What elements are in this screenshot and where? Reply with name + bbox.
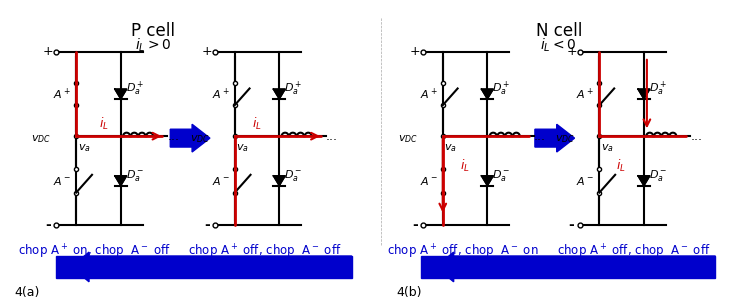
Text: $v_a$: $v_a$: [78, 142, 91, 154]
Text: ...: ...: [167, 130, 180, 143]
Text: $v_a$: $v_a$: [601, 142, 614, 154]
Text: chop A$^+$ off, chop  A$^-$ off: chop A$^+$ off, chop A$^-$ off: [557, 243, 711, 261]
FancyArrow shape: [535, 124, 574, 152]
Text: chop A$^+$ off, chop  A$^-$ on: chop A$^+$ off, chop A$^-$ on: [387, 243, 539, 261]
Polygon shape: [421, 256, 715, 278]
Text: $v_a$: $v_a$: [444, 142, 457, 154]
Polygon shape: [115, 176, 127, 186]
Text: +: +: [566, 45, 577, 58]
Text: $D_a^+$: $D_a^+$: [649, 80, 667, 98]
Text: 4(b): 4(b): [396, 286, 421, 299]
Text: $D_a^-$: $D_a^-$: [492, 168, 510, 183]
Polygon shape: [482, 89, 493, 99]
Text: $A^-$: $A^-$: [53, 175, 71, 187]
Text: $v_{DC}$: $v_{DC}$: [398, 133, 418, 144]
Text: $v_{DC}$: $v_{DC}$: [190, 133, 210, 144]
Text: $v_a$: $v_a$: [236, 142, 249, 154]
Text: $A^-$: $A^-$: [420, 175, 438, 187]
Text: $A^+$: $A^+$: [53, 86, 71, 102]
Text: $i_L$: $i_L$: [252, 116, 261, 132]
Polygon shape: [273, 176, 285, 186]
Text: $D_a^+$: $D_a^+$: [125, 80, 144, 98]
Text: +: +: [410, 45, 420, 58]
Text: -: -: [45, 218, 51, 232]
Polygon shape: [273, 89, 285, 99]
Text: $A^+$: $A^+$: [420, 86, 438, 102]
Text: ...: ...: [534, 130, 546, 143]
Polygon shape: [56, 256, 352, 278]
Text: $D_a^-$: $D_a^-$: [284, 168, 303, 183]
Text: $A^+$: $A^+$: [211, 86, 230, 102]
Text: $D_a^-$: $D_a^-$: [649, 168, 667, 183]
Text: -: -: [204, 218, 210, 232]
FancyArrow shape: [436, 252, 715, 282]
Text: +: +: [202, 45, 212, 58]
Text: -: -: [568, 218, 574, 232]
Text: -: -: [412, 218, 418, 232]
Text: $D_a^-$: $D_a^-$: [125, 168, 144, 183]
Text: ...: ...: [691, 130, 703, 143]
Text: P cell: P cell: [131, 22, 175, 40]
Text: +: +: [43, 45, 53, 58]
Polygon shape: [638, 89, 650, 99]
Polygon shape: [115, 89, 127, 99]
Text: $A^-$: $A^-$: [211, 175, 230, 187]
Text: ...: ...: [326, 130, 338, 143]
Text: N cell: N cell: [536, 22, 582, 40]
Text: chop A$^+$ off, chop  A$^-$ off: chop A$^+$ off, chop A$^-$ off: [188, 243, 341, 261]
Polygon shape: [638, 176, 650, 186]
Text: $i_L$: $i_L$: [99, 116, 109, 132]
Text: $A^-$: $A^-$: [577, 175, 594, 187]
Text: $v_{DC}$: $v_{DC}$: [31, 133, 51, 144]
Text: 4(a): 4(a): [15, 286, 40, 299]
Polygon shape: [482, 176, 493, 186]
Text: $v_{DC}$: $v_{DC}$: [555, 133, 574, 144]
Text: $i_L$: $i_L$: [459, 158, 470, 174]
FancyArrow shape: [71, 252, 352, 282]
Text: $D_a^+$: $D_a^+$: [284, 80, 303, 98]
Text: $D_a^+$: $D_a^+$: [492, 80, 510, 98]
Text: $i_L > 0$: $i_L > 0$: [135, 37, 171, 54]
FancyArrow shape: [170, 124, 210, 152]
Text: $A^+$: $A^+$: [577, 86, 594, 102]
Text: $i_L$: $i_L$: [616, 158, 626, 174]
Text: $i_L < 0$: $i_L < 0$: [540, 37, 577, 54]
Text: chop A$^+$ on, chop  A$^-$ off: chop A$^+$ on, chop A$^-$ off: [18, 243, 171, 261]
